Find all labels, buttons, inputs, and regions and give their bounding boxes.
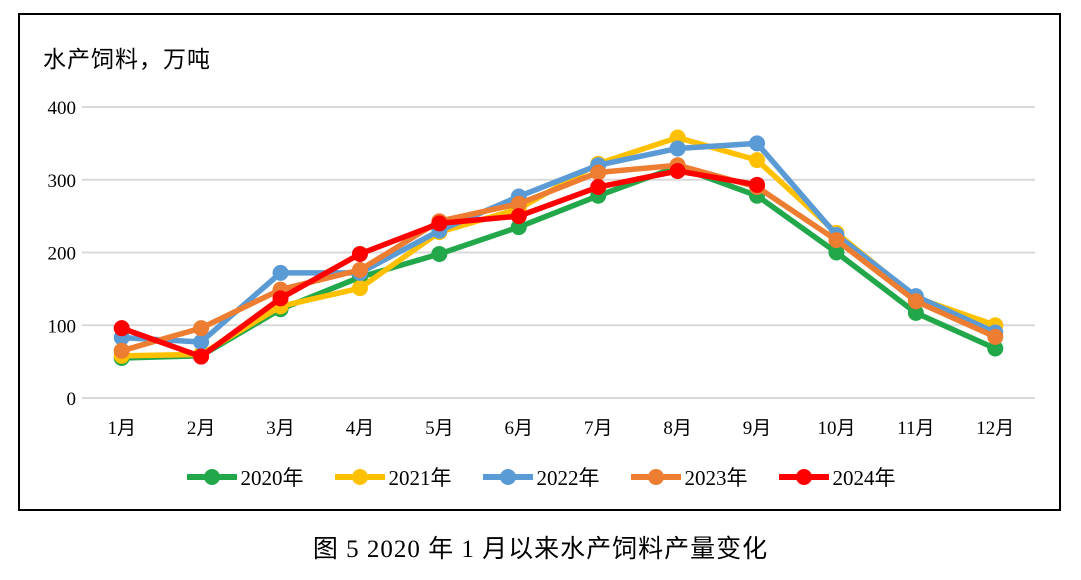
series-marker-2023年 [113,342,130,359]
legend-label: 2023年 [684,466,748,490]
series-marker-2024年 [351,245,368,262]
series-marker-2023年 [987,328,1004,345]
y-tick-label: 300 [48,171,77,192]
series-marker-2024年 [669,163,686,180]
legend-marker-icon [482,469,533,485]
y-tick-label: 100 [48,316,77,337]
legend-item-2020年: 2020年 [186,462,304,492]
y-tick-label: 200 [48,244,77,265]
x-tick-label: 4月 [346,418,375,439]
series-marker-2020年 [431,245,448,262]
x-tick-label: 9月 [743,418,772,439]
legend-label: 2024年 [832,466,896,490]
x-tick-label: 11月 [897,418,934,439]
legend-marker-icon [334,469,385,485]
series-marker-2023年 [193,320,210,337]
series-marker-2024年 [510,208,527,225]
series-marker-2023年 [907,293,924,310]
series-marker-2023年 [510,195,527,212]
legend-label: 2021年 [388,466,452,490]
series-marker-2022年 [272,264,289,281]
x-tick-label: 6月 [505,418,534,439]
chart-title: 水产饲料，万吨 [43,47,211,72]
y-tick-label: 0 [67,389,77,410]
series-marker-2023年 [828,232,845,249]
series-marker-2021年 [351,280,368,297]
legend-label: 2020年 [240,466,304,490]
series-marker-2022年 [193,333,210,350]
x-tick-label: 3月 [266,418,295,439]
x-tick-label: 5月 [425,418,454,439]
series-marker-2022年 [749,135,766,152]
legend-item-2024年: 2024年 [778,462,896,492]
series-marker-2020年 [828,244,845,261]
series-marker-2020年 [987,340,1004,357]
x-tick-label: 2月 [187,418,216,439]
x-tick-label: 10月 [817,418,855,439]
series-marker-2024年 [113,320,130,337]
legend-item-2022年: 2022年 [482,462,600,492]
x-tick-label: 8月 [663,418,692,439]
series-marker-2024年 [749,176,766,193]
legend-marker-icon [778,469,829,485]
x-tick-label: 12月 [976,418,1014,439]
legend-marker-icon [186,469,237,485]
series-line-2023年 [118,162,999,354]
legend-item-2023年: 2023年 [630,462,748,492]
series-marker-2021年 [749,152,766,169]
y-tick-label: 400 [48,98,77,119]
series-marker-2024年 [272,290,289,307]
series-marker-2023年 [590,164,607,181]
x-tick-label: 1月 [107,418,136,439]
legend-label: 2022年 [536,466,600,490]
series-marker-2024年 [193,348,210,365]
series-marker-2020年 [907,304,924,321]
legend-item-2021年: 2021年 [334,462,452,492]
chart-legend: 2020年 2021年 2022年 2023年 2024年 [20,462,1061,492]
series-line-2021年 [118,134,999,359]
series-marker-2024年 [431,215,448,232]
figure-frame [18,13,1061,511]
series-marker-2024年 [590,179,607,196]
legend-marker-icon [630,469,681,485]
series-line-2022年 [118,140,999,345]
series-marker-2022年 [669,140,686,157]
x-tick-label: 7月 [584,418,613,439]
series-marker-2023年 [351,261,368,278]
figure-caption: 图 5 2020 年 1 月以来水产饲料产量变化 [312,536,769,563]
